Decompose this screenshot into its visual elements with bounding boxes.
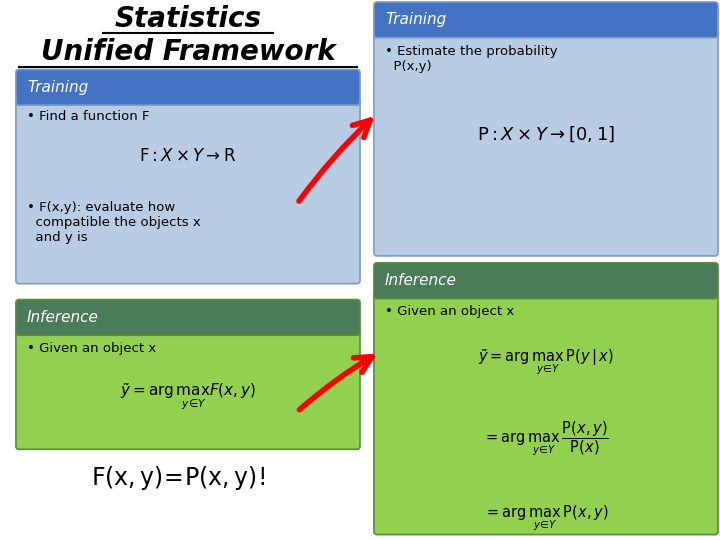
Text: • Find a function F: • Find a function F [27,110,149,123]
FancyBboxPatch shape [374,2,718,38]
FancyBboxPatch shape [16,300,360,335]
Text: $= \arg\max_{y \in Y}\, \dfrac{\mathrm{P}(x,y)}{\mathrm{P}(x)}$: $= \arg\max_{y \in Y}\, \dfrac{\mathrm{P… [483,420,609,458]
Text: $\tilde{y} = \arg\max_{y \in Y} F(x,y)$: $\tilde{y} = \arg\max_{y \in Y} F(x,y)$ [120,382,256,412]
Text: $\mathrm{F}: X \times Y \rightarrow \mathrm{R}$: $\mathrm{F}: X \times Y \rightarrow \mat… [140,147,237,165]
Text: $\mathrm{P}: X \times Y \rightarrow [0,1]$: $\mathrm{P}: X \times Y \rightarrow [0,1… [477,124,615,144]
FancyBboxPatch shape [374,293,718,535]
FancyBboxPatch shape [16,70,360,105]
Text: • Estimate the probability
  P(x,y): • Estimate the probability P(x,y) [385,45,557,73]
Text: Training: Training [27,80,88,95]
Text: • F(x,y): evaluate how
  compatible the objects x
  and y is: • F(x,y): evaluate how compatible the ob… [27,201,201,244]
FancyBboxPatch shape [16,99,360,284]
Text: $\mathrm{F(x,y)\!=\!P(x,y)!}$: $\mathrm{F(x,y)\!=\!P(x,y)!}$ [91,464,265,492]
Text: • Given an object x: • Given an object x [27,342,156,355]
Text: Statistics: Statistics [114,5,261,33]
Text: $\tilde{y} = \arg\max_{y \in Y}\, \mathrm{P}(y\,|\,x)$: $\tilde{y} = \arg\max_{y \in Y}\, \mathr… [478,347,614,377]
Text: Inference: Inference [385,273,456,288]
Text: Inference: Inference [27,310,99,325]
Text: Unified Framework: Unified Framework [40,38,336,66]
Text: • Given an object x: • Given an object x [385,306,514,319]
Text: Training: Training [385,12,446,28]
FancyBboxPatch shape [374,263,718,299]
FancyBboxPatch shape [16,329,360,449]
FancyBboxPatch shape [374,32,718,256]
Text: $= \arg\max_{y \in Y}\, \mathrm{P}(x,y)$: $= \arg\max_{y \in Y}\, \mathrm{P}(x,y)$ [484,504,608,533]
